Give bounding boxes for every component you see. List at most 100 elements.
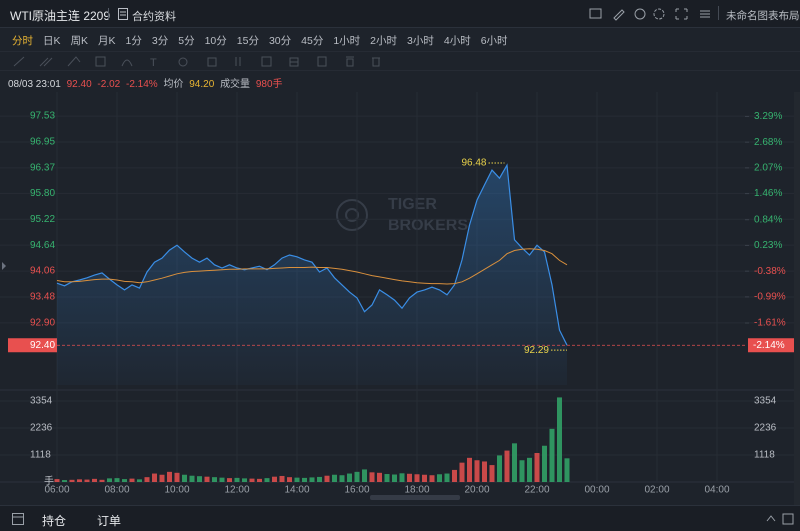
timeframe[interactable]: 5分: [178, 34, 195, 47]
timeframe[interactable]: 30分: [268, 34, 292, 47]
bottom-bar: 持仓 订单: [0, 505, 800, 531]
tab[interactable]: 订单: [97, 514, 122, 528]
quote-info: 08/03 23:01 92.40 -2.02 -2.14% 均价 94.20 …: [0, 75, 800, 90]
volume-bar: [189, 475, 195, 482]
timeframe[interactable]: 15分: [236, 34, 259, 47]
x-tick-label: 06:00: [44, 485, 69, 496]
volume-bar: [152, 473, 157, 482]
volume-bar: [422, 474, 427, 482]
side-strip: [794, 92, 800, 505]
volume-bar: [504, 450, 510, 482]
tool-icons[interactable]: T: [0, 52, 400, 72]
volume-tick-label: 2236: [754, 423, 777, 434]
x-tick-label: 22:00: [524, 485, 549, 496]
annotation-label: 96.48: [461, 158, 486, 169]
drawing-tools: T: [0, 51, 800, 71]
volume-bar: [399, 473, 405, 482]
contract-info[interactable]: 合约资料: [132, 11, 176, 23]
x-tick-label: 04:00: [704, 485, 729, 496]
top-bar: WTI原油主连 2209 合约资料 未命名图表布局: [0, 0, 800, 28]
y2-tick-label: 0.23%: [754, 240, 782, 251]
y2-tick-label: 2.68%: [754, 137, 782, 148]
timeframe[interactable]: 6小时: [480, 34, 508, 47]
volume-bar: [234, 477, 240, 482]
timeframe[interactable]: 4小时: [443, 34, 471, 47]
volume-bar: [84, 479, 90, 482]
volume-bar: [362, 469, 367, 482]
annotation-label: 92.29: [524, 345, 549, 356]
volume-bar: [467, 457, 472, 482]
y-tick-label: 96.37: [30, 163, 55, 174]
price-area: [57, 165, 567, 385]
side-toggle[interactable]: [2, 262, 6, 270]
volume-bar: [62, 480, 67, 482]
volume-bar: [542, 445, 547, 482]
toolbar-icons[interactable]: [588, 7, 718, 21]
separator: [718, 6, 719, 20]
timeframe[interactable]: 1分: [125, 34, 142, 47]
instrument-title[interactable]: WTI原油主连 2209: [10, 9, 111, 23]
volume-bar: [279, 475, 285, 482]
layout-name[interactable]: 未命名图表布局: [726, 10, 800, 22]
volume-tick-label: 3354: [754, 396, 777, 407]
y2-tick-label: -0.38%: [754, 266, 786, 277]
volume-bar: [474, 460, 480, 482]
quote-price: 92.40: [66, 79, 92, 90]
volume-bar: [407, 473, 412, 482]
volume-bar: [219, 477, 225, 482]
volume-bar: [294, 477, 300, 482]
svg-text:T: T: [150, 57, 157, 69]
volume-tick-label: 2236: [30, 423, 53, 434]
volume-bar: [459, 462, 465, 482]
timeframe[interactable]: 3分: [151, 34, 169, 47]
y2-tick-label: -0.99%: [754, 292, 786, 303]
volume-bar: [534, 453, 540, 482]
volume-bar: [527, 457, 532, 482]
x-tick-label: 18:00: [404, 485, 429, 496]
timeframe[interactable]: 3小时: [407, 34, 434, 47]
x-tick-label: 14:00: [284, 485, 309, 496]
volume-bar: [489, 465, 495, 482]
timeframe[interactable]: 2小时: [370, 34, 398, 47]
timeframe[interactable]: 45分: [301, 34, 324, 47]
volume-bar: [332, 474, 337, 482]
volume-bar: [324, 475, 330, 482]
volume-bar: [122, 479, 127, 482]
volume-bar: [77, 479, 82, 482]
volume-tick-label: 1118: [754, 450, 775, 461]
volume-bar: [92, 478, 97, 482]
volume-bar: [107, 478, 112, 482]
y-tick-label: 97.53: [30, 111, 55, 122]
volume-unit: 手: [44, 475, 54, 488]
volume-bar: [512, 443, 517, 482]
timeframe[interactable]: 1小时: [333, 34, 361, 47]
volume-bar: [144, 477, 150, 482]
volume-tick-label: 3354: [30, 396, 53, 407]
timeframe[interactable]: 周K: [70, 34, 89, 47]
y-tick-label: 95.80: [30, 188, 55, 199]
scrollbar[interactable]: [370, 495, 460, 500]
panel-controls[interactable]: [765, 513, 795, 525]
volume-bar: [369, 472, 375, 482]
x-tick-label: 02:00: [644, 485, 669, 496]
volume-bar: [197, 476, 202, 482]
avg-label: 均价: [163, 79, 184, 90]
x-tick-label: 20:00: [464, 485, 489, 496]
volume-bar: [257, 478, 262, 482]
tab[interactable]: 持仓: [42, 514, 67, 528]
timeframe[interactable]: 月K: [98, 34, 116, 47]
timeframe[interactable]: 10分: [204, 34, 227, 47]
volume-bar: [167, 471, 172, 482]
volume-bar: [114, 478, 120, 482]
timeframe[interactable]: 日K: [43, 34, 61, 47]
x-tick-label: 12:00: [224, 485, 249, 496]
y-tick-label: 96.95: [30, 137, 55, 148]
y2-tick-label: -1.61%: [754, 318, 786, 329]
volume-bar: [264, 478, 270, 482]
volume-bar: [182, 474, 187, 482]
volume-bar: [557, 397, 562, 482]
quote-time: 08/03 23:01: [8, 79, 61, 90]
panel-icon[interactable]: [12, 513, 24, 525]
timeframe[interactable]: 分时: [12, 34, 33, 47]
volume-bar: [309, 477, 315, 482]
